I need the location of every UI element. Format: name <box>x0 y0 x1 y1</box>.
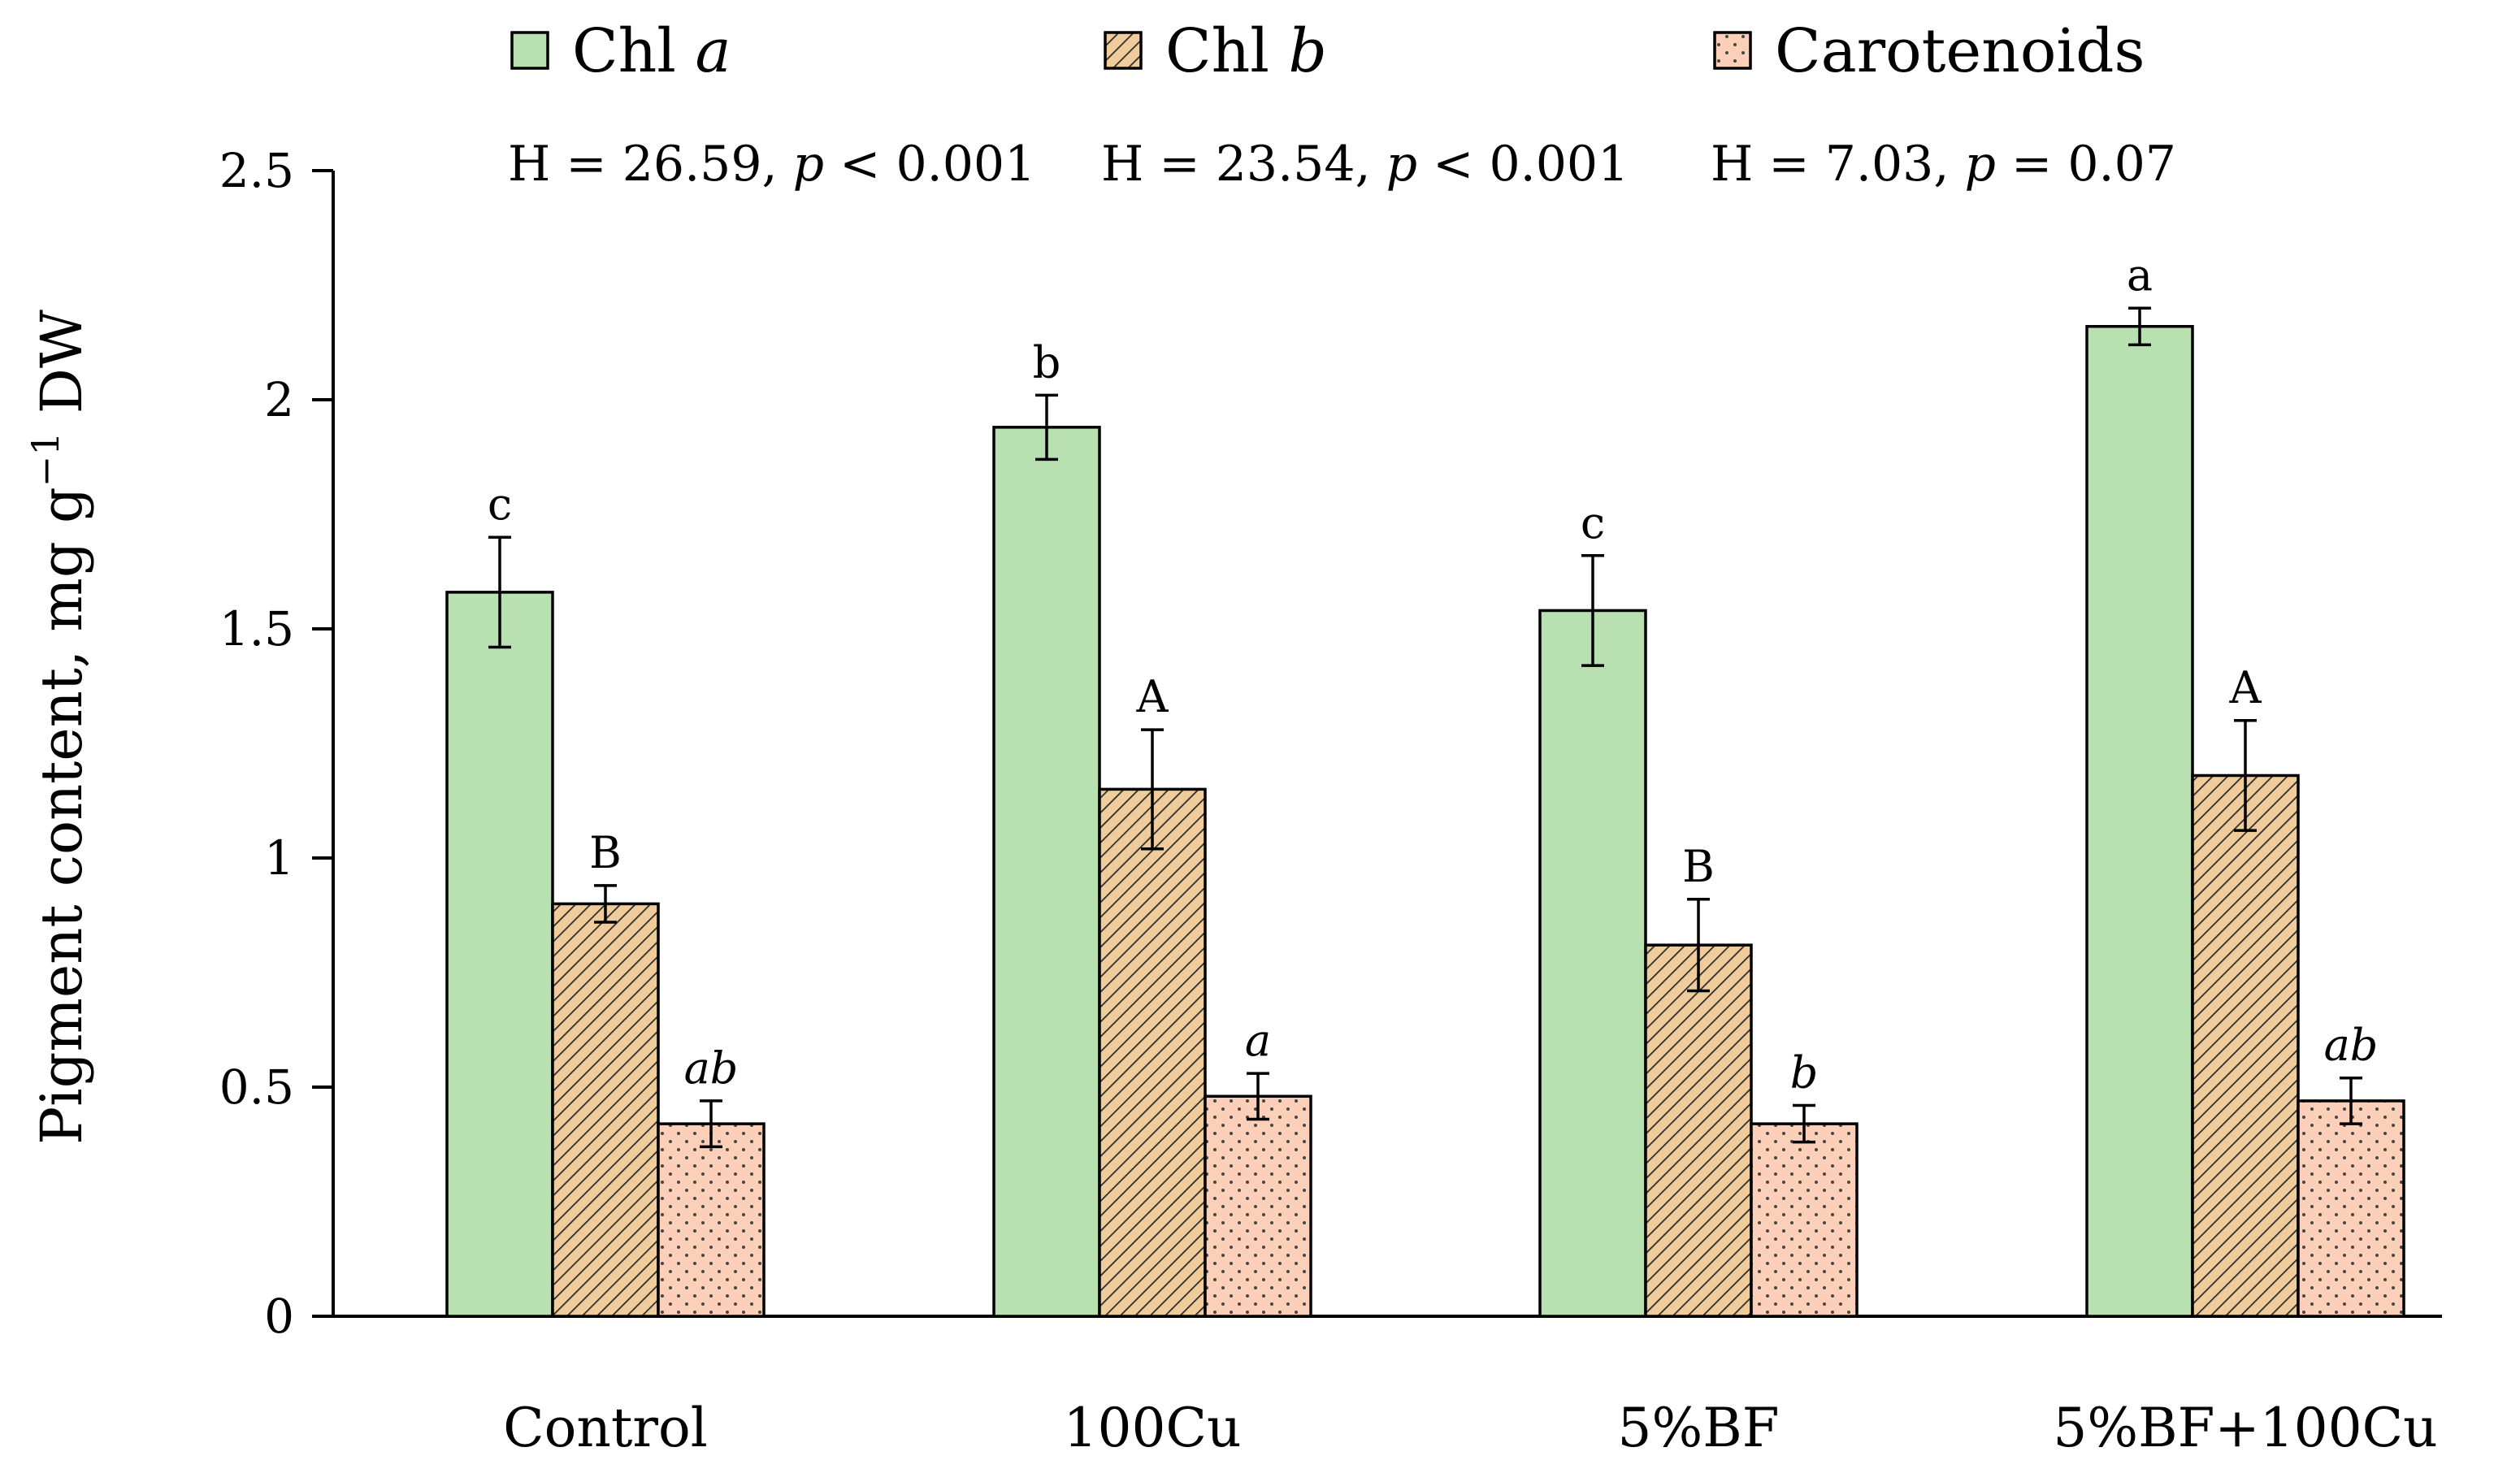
bar <box>2085 325 2194 1318</box>
bar <box>1538 609 1647 1318</box>
error-bars <box>488 306 2362 1149</box>
legend: Chl a Chl b Carotenoids <box>510 16 2145 86</box>
bar <box>2191 774 2300 1318</box>
bars <box>445 325 2405 1318</box>
y-tick-label: 1.5 <box>219 601 294 656</box>
category-labels: Control 100Cu 5%BF 5%BF+100Cu <box>503 1397 2437 1459</box>
legend-swatch <box>1104 31 1143 70</box>
error-bar <box>1793 1103 1815 1144</box>
error-bar <box>2340 1076 2362 1125</box>
y-tick-label: 0.5 <box>219 1060 294 1115</box>
legend-item: Chl a <box>510 16 731 86</box>
significance-label: a <box>2127 249 2153 301</box>
error-bar <box>488 535 511 649</box>
significance-label: ab <box>2324 1020 2379 1071</box>
category-label: 5%BF+100Cu <box>2053 1397 2437 1459</box>
legend-swatch <box>1713 31 1752 70</box>
bar <box>2297 1099 2405 1318</box>
significance-label: b <box>1790 1047 1819 1098</box>
error-bar <box>594 884 617 924</box>
bar <box>1204 1094 1312 1318</box>
y-axis-title: Pigment content, mg g−1 DW <box>24 310 95 1145</box>
significance-label: A <box>1136 671 1169 722</box>
y-ticks: 0 0.5 1 1.5 2 2.5 <box>219 143 333 1344</box>
category-label: 100Cu <box>1064 1397 1242 1459</box>
category-label: 5%BF <box>1618 1397 1780 1459</box>
bar <box>1750 1122 1859 1318</box>
legend-label: Chl a <box>572 16 731 86</box>
y-tick-label: 0 <box>264 1289 294 1344</box>
statistic-annotation: H = 26.59, p < 0.001 <box>508 136 1035 193</box>
error-bar <box>1581 554 1604 667</box>
significance-label: a <box>1245 1015 1271 1066</box>
bar <box>1098 787 1207 1318</box>
error-bar <box>2128 306 2151 347</box>
error-bar <box>700 1099 722 1149</box>
legend-item: Chl b <box>1104 16 1327 86</box>
error-bar <box>1141 728 1164 851</box>
error-bar <box>2234 719 2257 832</box>
statistics-annotations: H = 26.59, p < 0.001 H = 23.54, p < 0.001… <box>508 136 2176 193</box>
bar <box>1644 943 1753 1318</box>
statistic-annotation: H = 23.54, p < 0.001 <box>1101 136 1629 193</box>
statistic-annotation: H = 7.03, p = 0.07 <box>1711 136 2176 193</box>
y-tick-label: 2 <box>264 372 294 427</box>
significance-label: B <box>589 827 622 878</box>
significance-label: b <box>1033 336 1061 388</box>
bar <box>992 426 1101 1318</box>
legend-label: Carotenoids <box>1775 16 2145 86</box>
error-bar <box>1247 1072 1269 1121</box>
significance-label: c <box>1581 497 1605 548</box>
bar <box>657 1122 766 1318</box>
significance-label: A <box>2229 662 2262 713</box>
legend-item: Carotenoids <box>1713 16 2145 86</box>
legend-swatch <box>510 31 549 70</box>
significance-label: c <box>488 479 512 530</box>
y-tick-label: 2.5 <box>219 143 294 198</box>
category-label: Control <box>503 1397 708 1459</box>
bar <box>445 591 554 1318</box>
significance-label: B <box>1682 841 1715 892</box>
significance-labels: c Bab b Aa c Bb a Aab <box>488 249 2379 1098</box>
y-tick-label: 1 <box>264 830 294 886</box>
error-bar <box>1687 898 1710 993</box>
bar <box>551 902 660 1318</box>
legend-label: Chl b <box>1165 16 1327 86</box>
significance-label: ab <box>684 1042 739 1094</box>
error-bar <box>1035 393 1058 462</box>
